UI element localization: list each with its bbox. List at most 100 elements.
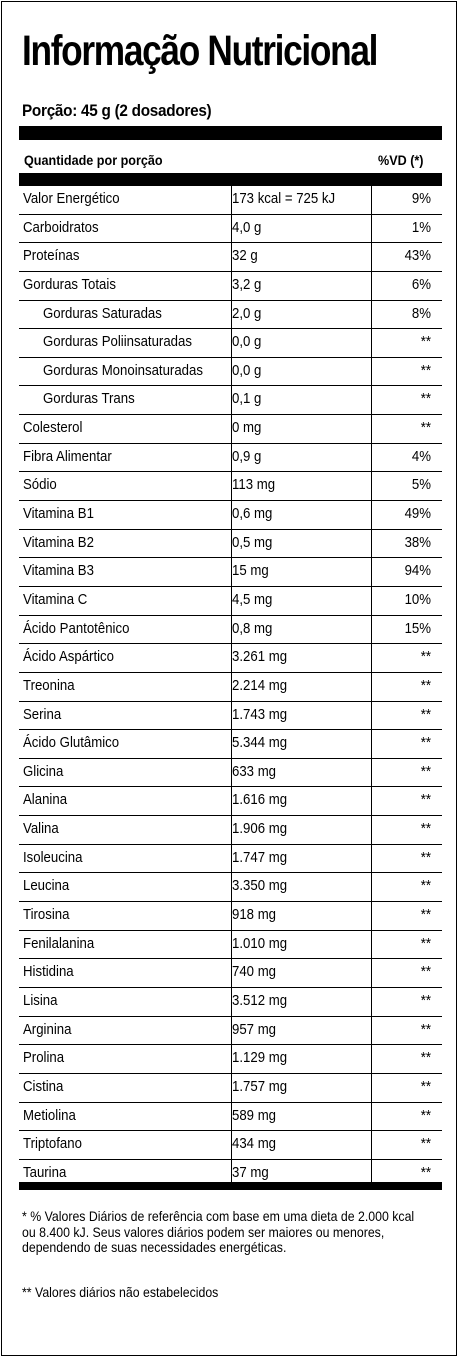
nutrient-daily-value: 5%: [411, 476, 431, 494]
nutrient-name: Isoleucina: [23, 848, 83, 866]
nutrient-name: Leucina: [23, 877, 70, 895]
column-divider: [231, 186, 232, 1189]
nutrient-name: Treonina: [23, 676, 75, 694]
table-row: Cistina 1.757 mg **: [19, 1074, 442, 1103]
nutrient-quantity: 1.129 mg: [232, 1049, 288, 1067]
nutrient-daily-value: **: [420, 791, 431, 809]
nutrient-daily-value: **: [420, 705, 431, 723]
daily-value-header: %VD (*): [378, 152, 424, 168]
nutrient-quantity: 740 mg: [232, 963, 277, 981]
table-row: Vitamina B3 15 mg 94%: [19, 558, 442, 587]
table-row: Sódio 113 mg 5%: [19, 472, 442, 502]
table-row: Metiolina 589 mg **: [19, 1103, 442, 1132]
nutrient-quantity: 0,0 g: [232, 333, 262, 351]
nutrient-quantity: 5.344 mg: [232, 734, 288, 752]
nutrient-quantity: 2,0 g: [232, 304, 262, 322]
nutrient-name: Glicina: [23, 762, 64, 780]
nutrient-name: Gorduras Monoinsaturadas: [43, 361, 203, 379]
header-bar-top: [19, 126, 442, 140]
table-row: Leucina 3.350 mg **: [19, 873, 442, 903]
nutrient-name: Proteínas: [23, 247, 80, 265]
nutrient-name: Carboidratos: [23, 218, 99, 236]
nutrient-daily-value: 6%: [411, 275, 431, 293]
nutrient-name: Histidina: [23, 963, 74, 981]
nutrient-quantity: 589 mg: [232, 1106, 277, 1124]
nutrient-name: Vitamina B3: [23, 562, 94, 580]
nutrient-daily-value: **: [420, 419, 431, 437]
table-row: Alanina 1.616 mg **: [19, 787, 442, 817]
daily-value-footnote: * % Valores Diários de referência com ba…: [22, 1208, 415, 1255]
table-row: Gorduras Trans 0,1 g **: [19, 386, 442, 416]
table-row: Treonina 2.214 mg **: [19, 673, 442, 702]
nutrient-quantity: 4,0 g: [232, 218, 262, 236]
nutrient-name: Vitamina B1: [23, 505, 94, 523]
nutrient-daily-value: **: [420, 991, 431, 1009]
nutrient-quantity: 3,2 g: [232, 275, 262, 293]
nutrient-daily-value: **: [420, 820, 431, 838]
table-row: Isoleucina 1.747 mg **: [19, 845, 442, 874]
nutrient-daily-value: **: [420, 676, 431, 694]
nutrient-daily-value: 38%: [404, 533, 431, 551]
nutrient-daily-value: **: [420, 1163, 431, 1181]
nutrient-daily-value: **: [420, 877, 431, 895]
nutrient-name: Ácido Pantotênico: [23, 619, 130, 637]
nutrient-name: Metiolina: [23, 1106, 76, 1124]
table-row: Fibra Alimentar 0,9 g 4%: [19, 444, 442, 473]
nutrient-daily-value: **: [420, 1077, 431, 1095]
nutrient-quantity: 1.616 mg: [232, 791, 288, 809]
nutrient-daily-value: **: [420, 762, 431, 780]
nutrient-name: Cistina: [23, 1077, 64, 1095]
nutrient-daily-value: **: [420, 934, 431, 952]
nutrient-quantity: 918 mg: [232, 906, 277, 924]
nutrient-name: Fenilalanina: [23, 934, 95, 952]
nutrient-name: Alanina: [23, 791, 68, 809]
nutrient-daily-value: 43%: [404, 247, 431, 265]
table-row: Colesterol 0 mg **: [19, 415, 442, 444]
table-row: Vitamina B2 0,5 mg 38%: [19, 530, 442, 559]
table-row: Histidina 740 mg **: [19, 959, 442, 988]
column-divider: [371, 186, 372, 1189]
nutrient-daily-value: 4%: [411, 447, 431, 465]
nutrient-daily-value: **: [420, 1020, 431, 1038]
serving-size: Porção: 45 g (2 dosadores): [22, 101, 212, 120]
nutrient-daily-value: **: [420, 361, 431, 379]
nutrient-quantity: 3.350 mg: [232, 877, 288, 895]
nutrient-name: Valina: [23, 820, 59, 838]
nutrient-quantity: 1.743 mg: [232, 705, 288, 723]
nutrient-quantity: 0 mg: [232, 419, 262, 437]
nutrient-name: Gorduras Saturadas: [43, 304, 162, 322]
nutrient-quantity: 3.512 mg: [232, 991, 288, 1009]
table-row: Glicina 633 mg **: [19, 759, 442, 788]
nutrient-quantity: 1.757 mg: [232, 1077, 288, 1095]
nutrient-daily-value: **: [420, 1049, 431, 1067]
nutrient-name: Valor Energético: [23, 190, 120, 207]
nutrient-name: Lisina: [23, 991, 58, 1009]
table-row: Fenilalanina 1.010 mg **: [19, 931, 442, 960]
nutrient-quantity: 2.214 mg: [232, 676, 288, 694]
nutrient-name: Gorduras Poliinsaturadas: [43, 333, 192, 351]
table-row: Carboidratos 4,0 g 1%: [19, 215, 442, 244]
nutrient-quantity: 0,1 g: [232, 390, 262, 408]
nutrient-quantity: 633 mg: [232, 762, 277, 780]
nutrient-name: Gorduras Totais: [23, 275, 116, 293]
nutrient-quantity: 0,8 mg: [232, 619, 273, 637]
nutrient-quantity: 434 mg: [232, 1135, 277, 1153]
nutrient-name: Vitamina B2: [23, 533, 94, 551]
nutrient-daily-value: **: [420, 390, 431, 408]
table-bottom-bar: [19, 1182, 442, 1190]
nutrient-daily-value: 8%: [411, 304, 431, 322]
nutrient-name: Colesterol: [23, 419, 83, 437]
nutrient-quantity: 32 g: [232, 247, 258, 265]
table-row: Valor Energético 173 kcal = 725 kJ 9%: [19, 186, 442, 215]
nutrient-quantity: 1.906 mg: [232, 820, 288, 838]
nutrient-quantity: 173 kcal = 725 kJ: [232, 190, 336, 207]
nutrient-table: Valor Energético 173 kcal = 725 kJ 9% Carbo…: [19, 186, 442, 1189]
table-row: Valina 1.906 mg **: [19, 816, 442, 845]
nutrient-quantity: 0,9 g: [232, 447, 262, 465]
table-row: Vitamina B1 0,6 mg 49%: [19, 501, 442, 530]
nutrient-name: Ácido Aspártico: [23, 648, 114, 666]
nutrient-daily-value: 9%: [411, 190, 431, 207]
table-row: Prolina 1.129 mg **: [19, 1045, 442, 1074]
nutrient-quantity: 957 mg: [232, 1020, 277, 1038]
